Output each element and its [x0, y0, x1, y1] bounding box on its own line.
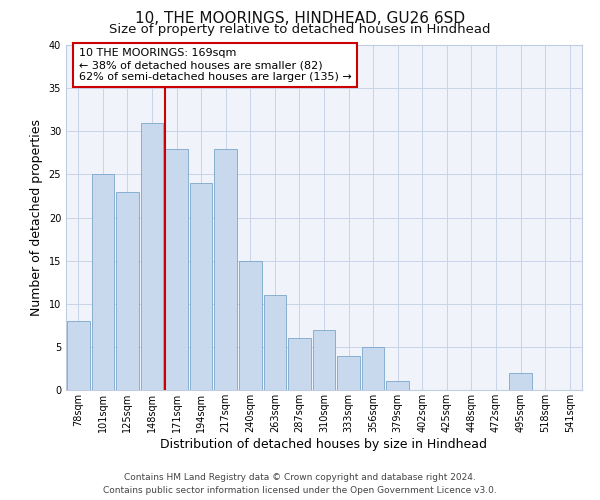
Bar [313, 330, 335, 390]
Bar [362, 347, 385, 390]
Y-axis label: Number of detached properties: Number of detached properties [30, 119, 43, 316]
Text: Contains HM Land Registry data © Crown copyright and database right 2024.
Contai: Contains HM Land Registry data © Crown c… [103, 473, 497, 495]
Bar [67, 321, 89, 390]
Bar [190, 183, 212, 390]
Bar [214, 148, 237, 390]
Bar [288, 338, 311, 390]
X-axis label: Distribution of detached houses by size in Hindhead: Distribution of detached houses by size … [161, 438, 487, 450]
Bar [116, 192, 139, 390]
Bar [509, 373, 532, 390]
Bar [140, 122, 163, 390]
Text: 10 THE MOORINGS: 169sqm
← 38% of detached houses are smaller (82)
62% of semi-de: 10 THE MOORINGS: 169sqm ← 38% of detache… [79, 48, 352, 82]
Bar [165, 148, 188, 390]
Bar [92, 174, 114, 390]
Text: Size of property relative to detached houses in Hindhead: Size of property relative to detached ho… [109, 22, 491, 36]
Bar [337, 356, 360, 390]
Bar [239, 260, 262, 390]
Text: 10, THE MOORINGS, HINDHEAD, GU26 6SD: 10, THE MOORINGS, HINDHEAD, GU26 6SD [135, 11, 465, 26]
Bar [386, 382, 409, 390]
Bar [263, 295, 286, 390]
